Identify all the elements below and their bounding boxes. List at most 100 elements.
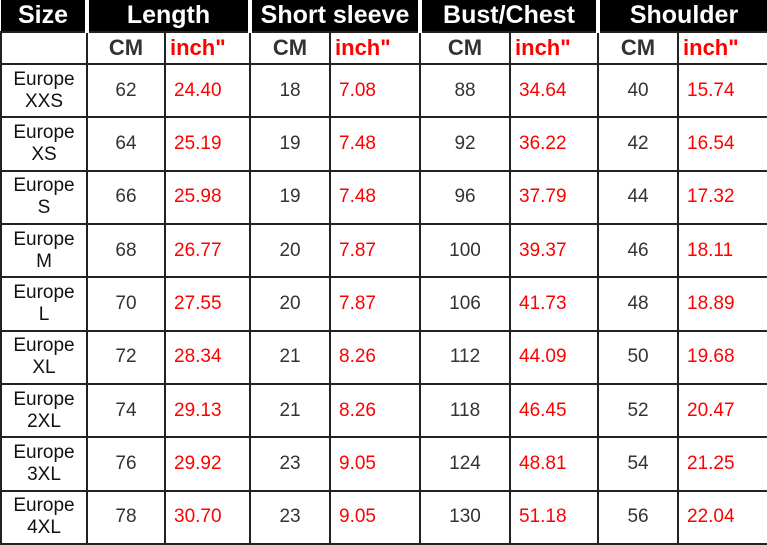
inch-value: 48.81 <box>509 436 600 492</box>
size-label: XXS <box>24 90 64 112</box>
inch-value: 36.22 <box>509 116 600 172</box>
cm-value: 78 <box>86 489 166 545</box>
size-cell: Europe XL <box>0 329 88 385</box>
inch-value: 34.64 <box>509 62 600 119</box>
inch-value: 21.25 <box>677 436 767 492</box>
short-sleeve-header: Short sleeve <box>250 0 423 32</box>
table-row: Europe 4XL 78 30.70 23 9.05 130 51.18 56 22.04 <box>0 489 767 545</box>
inch-value: 7.08 <box>329 62 422 119</box>
size-region: Europe <box>13 495 75 517</box>
inch-value: 27.55 <box>163 276 252 332</box>
inch-value: 30.70 <box>163 489 252 545</box>
inch-unit-header: inch" <box>329 31 422 65</box>
cm-value: 106 <box>419 276 512 332</box>
size-cell: Europe 4XL <box>0 489 88 545</box>
cm-value: 21 <box>249 329 332 385</box>
cm-unit-header: CM <box>249 31 332 65</box>
cm-unit-header: CM <box>86 31 166 65</box>
inch-value: 15.74 <box>677 62 767 119</box>
inch-value: 19.68 <box>677 329 767 385</box>
cm-value: 130 <box>419 489 512 545</box>
cm-value: 74 <box>86 382 166 439</box>
inch-unit-header: inch" <box>163 31 252 65</box>
table-row: Europe 2XL 74 29.13 21 8.26 118 46.45 52 20.47 <box>0 382 767 439</box>
inch-value: 9.05 <box>329 489 422 545</box>
inch-value: 51.18 <box>509 489 600 545</box>
inch-value: 29.92 <box>163 436 252 492</box>
size-cell: Europe XS <box>0 116 88 172</box>
bust-chest-header: Bust/Chest <box>420 0 601 32</box>
table-row: Europe L 70 27.55 20 7.87 106 41.73 48 18.89 <box>0 276 767 332</box>
size-region: Europe <box>13 335 75 357</box>
inch-value: 25.98 <box>163 169 252 225</box>
inch-value: 9.05 <box>329 436 422 492</box>
size-label: 3XL <box>27 463 61 485</box>
size-label: XL <box>32 357 56 379</box>
cm-value: 21 <box>249 382 332 439</box>
table-row: Europe 3XL 76 29.92 23 9.05 124 48.81 54 21.25 <box>0 436 767 492</box>
cm-value: 88 <box>419 62 512 119</box>
size-cell: Europe XXS <box>0 62 88 119</box>
cm-unit-header: CM <box>419 31 512 65</box>
cm-value: 100 <box>419 222 512 279</box>
cm-value: 76 <box>86 436 166 492</box>
cm-value: 40 <box>597 62 680 119</box>
inch-value: 22.04 <box>677 489 767 545</box>
cm-value: 46 <box>597 222 680 279</box>
size-cell: Europe 3XL <box>0 436 88 492</box>
size-header: Size <box>1 0 89 32</box>
inch-value: 8.26 <box>329 329 422 385</box>
table-row: Europe M 68 26.77 20 7.87 100 39.37 46 18.11 <box>0 222 767 279</box>
cm-value: 50 <box>597 329 680 385</box>
table-row: Europe S 66 25.98 19 7.48 96 37.79 44 17.32 <box>0 169 767 225</box>
inch-value: 26.77 <box>163 222 252 279</box>
size-region: Europe <box>13 388 75 410</box>
cm-value: 44 <box>597 169 680 225</box>
cm-value: 112 <box>419 329 512 385</box>
inch-value: 7.87 <box>329 276 422 332</box>
inch-value: 7.87 <box>329 222 422 279</box>
inch-value: 24.40 <box>163 62 252 119</box>
cm-value: 20 <box>249 222 332 279</box>
cm-value: 62 <box>86 62 166 119</box>
cm-value: 68 <box>86 222 166 279</box>
cm-value: 48 <box>597 276 680 332</box>
cm-value: 92 <box>419 116 512 172</box>
cm-value: 64 <box>86 116 166 172</box>
cm-value: 66 <box>86 169 166 225</box>
inch-value: 18.89 <box>677 276 767 332</box>
cm-value: 52 <box>597 382 680 439</box>
cm-value: 118 <box>419 382 512 439</box>
cm-value: 20 <box>249 276 332 332</box>
inch-value: 16.54 <box>677 116 767 172</box>
size-cell: Europe S <box>0 169 88 225</box>
size-region: Europe <box>13 175 75 197</box>
inch-value: 7.48 <box>329 116 422 172</box>
inch-value: 41.73 <box>509 276 600 332</box>
size-cell: Europe 2XL <box>0 382 88 439</box>
group-header-row: Size Length Short sleeve Bust/Chest Shou… <box>1 0 767 32</box>
cm-value: 18 <box>249 62 332 119</box>
inch-value: 7.48 <box>329 169 422 225</box>
cm-value: 72 <box>86 329 166 385</box>
inch-value: 18.11 <box>677 222 767 279</box>
size-cell: Europe M <box>0 222 88 279</box>
cm-value: 42 <box>597 116 680 172</box>
inch-value: 20.47 <box>677 382 767 439</box>
length-header: Length <box>87 0 253 32</box>
inch-value: 8.26 <box>329 382 422 439</box>
inch-value: 44.09 <box>509 329 600 385</box>
size-label: S <box>37 197 51 219</box>
cm-value: 56 <box>597 489 680 545</box>
size-region: Europe <box>13 441 75 463</box>
size-label: M <box>36 250 52 272</box>
inch-value: 46.45 <box>509 382 600 439</box>
size-cell: Europe L <box>0 276 88 332</box>
size-label: 4XL <box>27 517 61 539</box>
inch-unit-header: inch" <box>677 31 767 65</box>
table-row: Europe XL 72 28.34 21 8.26 112 44.09 50 19.68 <box>0 329 767 385</box>
cm-value: 23 <box>249 489 332 545</box>
size-region: Europe <box>13 281 75 303</box>
size-region: Europe <box>13 228 75 250</box>
